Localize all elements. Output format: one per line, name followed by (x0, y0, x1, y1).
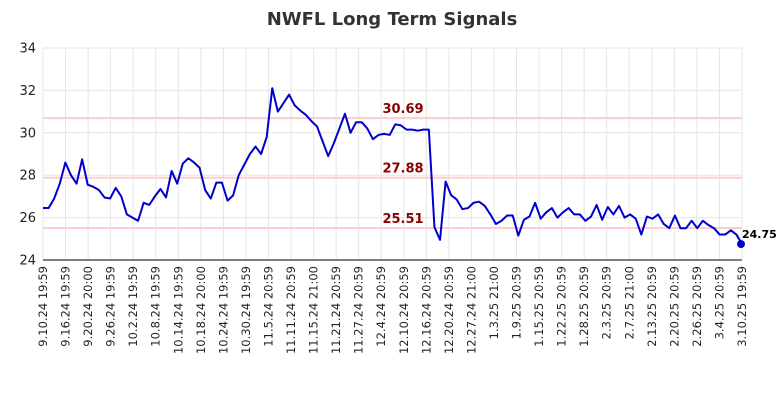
series-line (43, 87, 743, 245)
x-tick-label: 2.3.25 20:59 (600, 266, 614, 339)
x-tick-label: 9.10.24 19:59 (36, 266, 50, 347)
x-tick-label: 12.10.24 20:59 (397, 266, 411, 354)
y-tick-label: 26 (19, 211, 36, 226)
y-tick-label: 34 (19, 42, 36, 57)
signal-lines: 30.69 27.88 25.51 (43, 102, 742, 229)
x-tick-label: 12.20.24 20:59 (442, 266, 456, 354)
x-tick-label: 1.9.25 20:59 (510, 266, 524, 339)
x-tick-label: 11.15.24 21:00 (307, 266, 321, 354)
x-tick-label: 12.4.24 20:59 (374, 266, 388, 347)
x-axis: 9.10.24 19:59 9.16.24 19:59 9.20.24 20:00 9… (36, 259, 749, 354)
x-tick-label: 11.27.24 20:59 (352, 266, 366, 354)
x-tick-label: 2.13.25 20:59 (645, 266, 659, 347)
x-tick-label: 2.26.25 20:59 (690, 266, 704, 347)
x-tick-label: 1.3.25 21:00 (487, 266, 501, 339)
y-axis: 24 26 28 30 32 34 (19, 42, 36, 269)
y-tick-label: 30 (19, 126, 36, 141)
x-tick-label: 12.16.24 20:59 (419, 266, 433, 354)
x-tick-label: 1.28.25 20:59 (577, 266, 591, 347)
y-tick-label: 24 (19, 254, 36, 269)
x-tick-label: 11.21.24 20:59 (329, 266, 343, 354)
markers: 24.75 (737, 228, 777, 249)
x-tick-label: 3.4.25 20:59 (712, 266, 726, 339)
series-layer (43, 87, 743, 245)
x-tick-label: 10.8.24 19:59 (149, 266, 163, 347)
x-tick-label: 11.5.24 20:59 (261, 266, 275, 347)
x-tick-label: 10.14.24 19:59 (171, 266, 185, 354)
x-tick-label: 10.2.24 19:59 (126, 266, 140, 347)
last-point-marker (737, 240, 745, 249)
y-tick-label: 28 (19, 169, 36, 184)
x-tick-label: 1.22.25 20:59 (555, 266, 569, 347)
x-tick-label: 9.16.24 19:59 (59, 266, 73, 347)
y-tick-label: 32 (19, 84, 36, 99)
x-tick-label: 1.15.25 20:59 (532, 266, 546, 347)
x-tick-label: 9.20.24 20:00 (81, 266, 95, 347)
chart-title: NWFL Long Term Signals (267, 9, 518, 30)
signal-line-label: 30.69 (382, 102, 423, 117)
signal-line-label: 27.88 (382, 162, 423, 177)
x-tick-label: 11.11.24 20:59 (284, 266, 298, 354)
signal-line-label: 25.51 (382, 212, 423, 227)
grid (42, 47, 743, 261)
x-tick-label: 2.7.25 21:00 (622, 266, 636, 339)
x-tick-label: 2.20.25 20:59 (667, 266, 681, 347)
x-tick-label: 12.27.24 21:00 (464, 266, 478, 354)
x-tick-label: 10.24.24 19:59 (216, 266, 230, 354)
x-tick-label: 9.26.24 19:59 (104, 266, 118, 347)
last-point-label: 24.75 (742, 228, 777, 241)
x-tick-label: 10.18.24 20:00 (194, 266, 208, 354)
x-tick-label: 10.30.24 19:59 (239, 266, 253, 354)
x-tick-label: 3.10.25 19:59 (735, 266, 749, 347)
